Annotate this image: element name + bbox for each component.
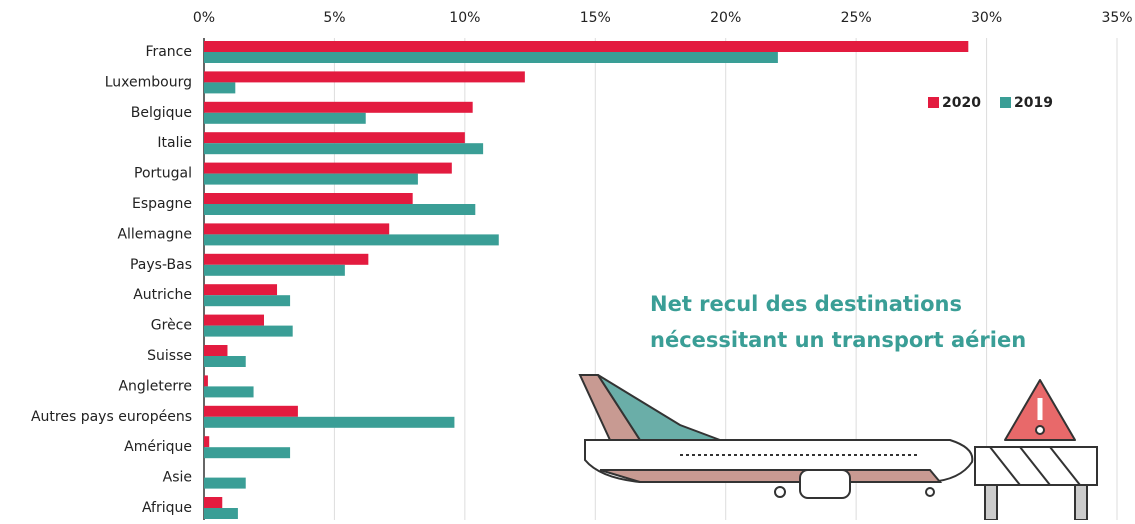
bar xyxy=(204,174,418,185)
bar xyxy=(204,406,298,417)
x-tick-label: 5% xyxy=(323,10,345,26)
y-tick-label: Allemagne xyxy=(117,226,192,242)
bar xyxy=(204,204,475,215)
bar xyxy=(204,113,366,124)
y-tick-label: Angleterre xyxy=(118,378,192,394)
bar xyxy=(204,193,413,204)
bar xyxy=(204,52,778,63)
y-tick-label: Amérique xyxy=(124,439,192,455)
annotation: Net recul des destinations xyxy=(650,292,962,316)
bar xyxy=(204,417,454,428)
y-tick-label: Pays-Bas xyxy=(130,257,192,273)
x-tick-label: 30% xyxy=(971,10,1002,26)
x-tick-label: 10% xyxy=(449,10,480,26)
x-tick-label: 35% xyxy=(1101,10,1132,26)
y-tick-label: Grèce xyxy=(151,318,192,334)
bar xyxy=(204,265,345,276)
y-tick-label: Luxembourg xyxy=(105,74,192,90)
bar xyxy=(204,436,209,447)
bar xyxy=(204,284,277,295)
plane-illustration xyxy=(580,375,1097,520)
bar xyxy=(204,223,389,234)
legend-label: 2020 xyxy=(942,95,981,111)
bar xyxy=(204,326,293,337)
y-tick-label: Autres pays européens xyxy=(31,409,192,425)
y-tick-label: Suisse xyxy=(147,348,192,364)
page: {"chart_data":{"type":"hbar", "categorie… xyxy=(0,0,1135,524)
bar xyxy=(204,254,368,265)
bar xyxy=(204,447,290,458)
y-tick-label: Portugal xyxy=(134,166,192,182)
bar xyxy=(204,132,465,143)
bar xyxy=(204,41,968,52)
bar xyxy=(204,315,264,326)
y-tick-label: Belgique xyxy=(131,105,192,121)
bar xyxy=(204,71,525,82)
y-tick-label: Afrique xyxy=(142,500,192,516)
bar xyxy=(204,386,254,397)
bar xyxy=(204,478,246,489)
legend-swatch xyxy=(928,97,939,108)
bar xyxy=(204,356,246,367)
bar xyxy=(204,345,227,356)
y-tick-label: Italie xyxy=(157,135,192,151)
y-tick-label: Asie xyxy=(163,470,192,486)
bar xyxy=(204,375,208,386)
bar xyxy=(204,82,235,93)
bar xyxy=(204,295,290,306)
bar xyxy=(204,508,238,519)
chart: 0% 5% 10% 15% 20% 25% 30% 35% France Luxembourg Be… xyxy=(0,0,1135,520)
legend-label: 2019 xyxy=(1014,95,1053,111)
legend-swatch xyxy=(1000,97,1011,108)
x-tick-label: 20% xyxy=(710,10,741,26)
x-tick-label: 0% xyxy=(193,10,215,26)
annotation: nécessitant un transport aérien xyxy=(650,328,1026,352)
bar xyxy=(204,102,473,113)
x-tick-label: 15% xyxy=(580,10,611,26)
plot: 0% 5% 10% 15% 20% 25% 30% 35% France Luxembourg Be… xyxy=(31,10,1133,520)
y-tick-label: Espagne xyxy=(132,196,192,212)
bar xyxy=(204,497,222,508)
bar xyxy=(204,143,483,154)
bar xyxy=(204,163,452,174)
y-tick-label: France xyxy=(145,44,192,60)
bar xyxy=(204,234,499,245)
x-tick-label: 25% xyxy=(841,10,872,26)
y-tick-label: Autriche xyxy=(133,287,192,303)
